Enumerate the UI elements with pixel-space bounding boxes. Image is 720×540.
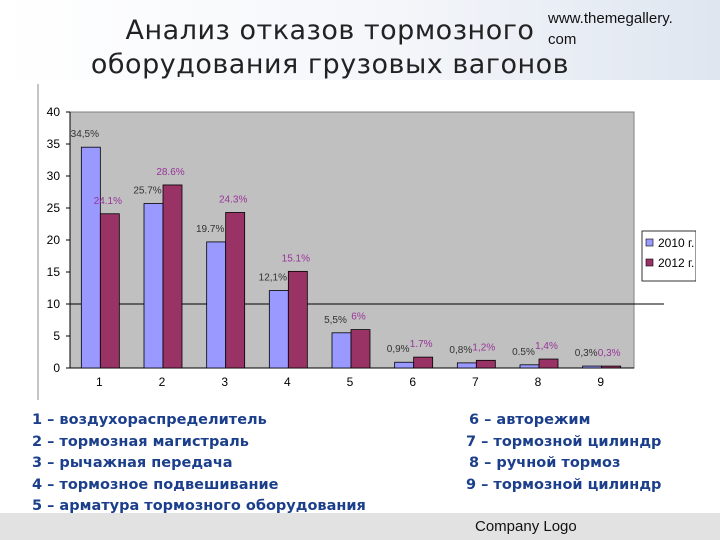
y-tick-label: 25 <box>47 201 61 215</box>
data-label: 0,3% <box>575 348 598 359</box>
category-item-8: 8 – ручной тормоз <box>469 455 621 471</box>
category-item-4: 4 – тормозное подвешивание <box>32 476 279 493</box>
bar-series-2 <box>162 184 183 369</box>
bar-series-2 <box>601 365 622 369</box>
bar-series-1 <box>206 241 227 369</box>
x-tick-label: 7 <box>472 375 479 389</box>
y-tick-label: 30 <box>47 169 61 183</box>
data-label: 24.3% <box>219 194 247 205</box>
bar-series-1 <box>331 332 352 369</box>
title-line-1: Анализ отказов тормозного <box>125 15 535 46</box>
data-label: 1,4% <box>535 341 558 352</box>
category-item-3: 3 – рычажная передача <box>32 455 233 471</box>
y-tick-label: 15 <box>47 265 61 279</box>
data-label: 25.7% <box>133 186 161 197</box>
bar-chart: 0 5 10 15 20 25 30 35 40 1 34,5% 24.1% 2 25.7% 28.6% 3 1… <box>30 84 696 400</box>
bar-series-2 <box>475 359 496 369</box>
x-tick-label: 9 <box>597 375 604 389</box>
bar-series-1 <box>143 203 164 369</box>
data-label: 1,2% <box>472 342 495 353</box>
bar-series-2 <box>413 356 434 369</box>
category-item-5: 5 – арматура тормозного оборудования <box>32 498 366 514</box>
website-url-line-2: com <box>548 31 577 48</box>
bar-series-1 <box>394 361 415 369</box>
bar-series-1 <box>268 290 289 369</box>
bar-series-2 <box>99 213 120 369</box>
data-label: 0,9% <box>387 344 410 355</box>
x-tick-label: 2 <box>159 375 166 389</box>
x-tick-label: 8 <box>535 375 542 389</box>
data-label: 1.7% <box>410 339 433 350</box>
data-label: 0,3% <box>598 348 621 359</box>
footer-band <box>0 513 720 540</box>
x-tick-label: 3 <box>221 375 228 389</box>
data-label: 19.7% <box>196 224 224 235</box>
chart-svg: 0 5 10 15 20 25 30 35 40 1 34,5% 24.1% 2 25.7% 28.6% 3 1… <box>37 84 696 400</box>
page-title: Анализ отказов тормозного оборудования г… <box>70 14 590 82</box>
data-label: 0,8% <box>449 345 472 356</box>
category-item-6: 6 – авторежим <box>469 412 591 428</box>
data-label: 28.6% <box>156 167 184 178</box>
x-tick-label: 1 <box>96 375 103 389</box>
data-label: 0.5% <box>512 347 535 358</box>
bar-series-2 <box>538 358 559 369</box>
y-tick-label: 35 <box>47 137 61 151</box>
bar-series-2 <box>287 270 308 369</box>
website-url-line-1: www.themegallery. <box>548 10 673 27</box>
y-tick-label: 40 <box>47 105 61 119</box>
title-line-2: оборудования грузовых вагонов <box>90 49 570 80</box>
data-label: 24.1% <box>94 196 122 207</box>
website-url[interactable]: www.themegallery. com <box>548 8 708 50</box>
company-logo: Company Logo <box>475 518 577 535</box>
category-legend-col-2: 6 – авторежим 7 – тормозной цилиндр 8 – … <box>466 410 661 496</box>
y-tick-label: 5 <box>53 329 60 343</box>
bar-series-1 <box>80 146 101 369</box>
bar-series-1 <box>519 364 540 369</box>
bar-series-2 <box>225 212 246 369</box>
bar-series-2 <box>350 329 371 369</box>
legend-swatch <box>645 238 654 247</box>
header-band <box>0 0 720 80</box>
x-tick-label: 6 <box>409 375 416 389</box>
y-tick-label: 20 <box>47 233 61 247</box>
category-item-7: 7 – тормозной цилиндр <box>466 433 662 450</box>
category-item-2: 2 – тормозная магистраль <box>32 433 249 450</box>
legend-label: 2010 г. <box>658 236 694 250</box>
category-legend-col-1: 1 – воздухораспределитель 2 – тормозная … <box>32 410 366 518</box>
data-label: 15.1% <box>282 253 310 264</box>
category-item-1: 1 – воздухораспределитель <box>32 412 267 428</box>
legend-swatch <box>645 258 654 267</box>
x-tick-label: 4 <box>284 375 291 389</box>
bar-series-1 <box>582 365 603 369</box>
x-tick-label: 5 <box>347 375 354 389</box>
bar-series-1 <box>456 362 477 369</box>
data-label: 34,5% <box>71 129 99 140</box>
category-item-9: 9 – тормозной цилиндр <box>466 476 662 493</box>
data-label: 12,1% <box>259 273 287 284</box>
y-tick-label: 10 <box>47 297 61 311</box>
legend-label: 2012 г. <box>658 256 694 270</box>
data-label: 5,5% <box>324 315 347 326</box>
data-label: 6% <box>351 312 366 323</box>
y-tick-label: 0 <box>53 361 60 375</box>
